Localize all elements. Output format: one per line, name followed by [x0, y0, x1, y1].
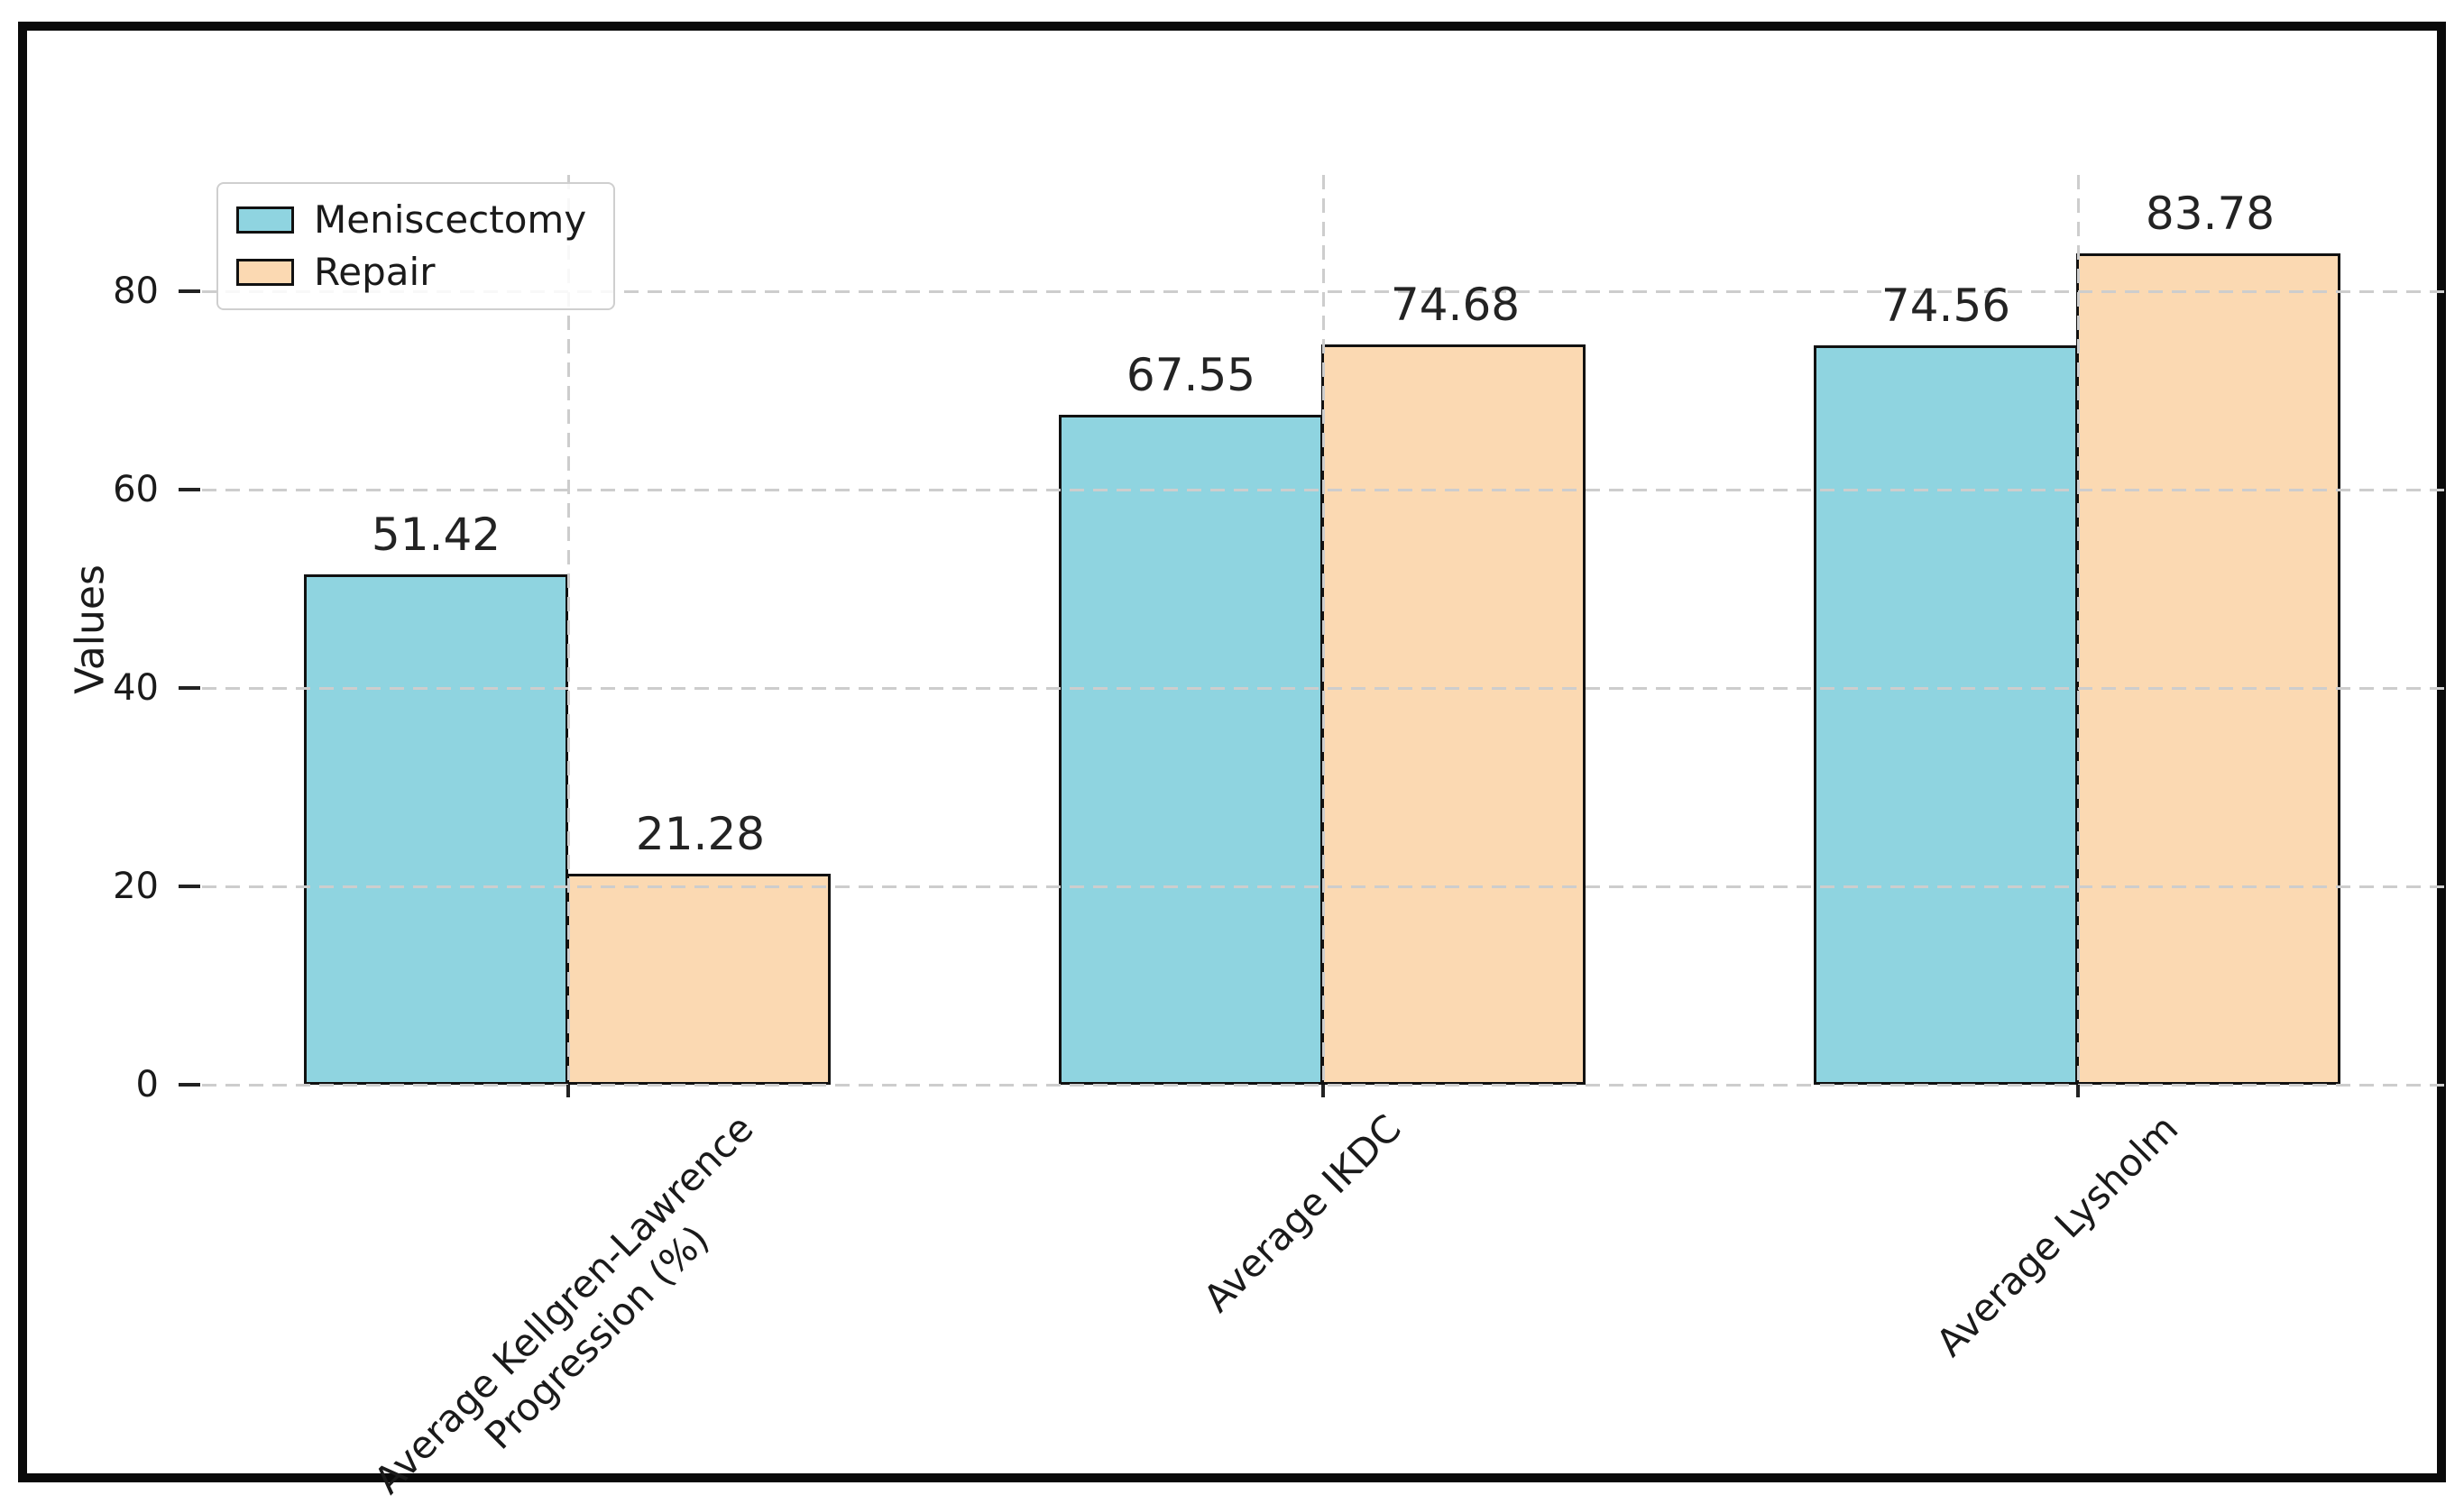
- v-gridline: [2076, 175, 2080, 1085]
- x-category-label: Average Kellgren-Lawrence Progression (%…: [365, 1105, 762, 1503]
- bar-value-label: 21.28: [635, 807, 766, 860]
- y-tick-mark: [179, 289, 200, 293]
- bar-value-label: 74.56: [1880, 279, 2011, 332]
- bar-value-label: 83.78: [2145, 188, 2276, 241]
- bar-repair: [2076, 253, 2340, 1085]
- figure-border: 0 20 40 60 80 Average Kellgren-Lawrence Progr…: [18, 22, 2446, 1502]
- v-gridline: [1321, 175, 1325, 1085]
- x-category-label: Average IKDC: [1194, 1105, 1410, 1321]
- bar-value-label: 74.68: [1390, 278, 1521, 331]
- bar-value-label: 51.42: [371, 509, 501, 562]
- y-tick-mark: [179, 686, 200, 690]
- x-tick-mark: [2076, 1085, 2080, 1097]
- y-tick-mark: [179, 885, 200, 888]
- bars-layer: [27, 31, 2437, 1473]
- legend: Meniscectomy Repair: [216, 182, 616, 310]
- bar-meniscectomy: [304, 574, 568, 1085]
- bar-meniscectomy: [1814, 344, 2078, 1085]
- y-tick-label: 80: [113, 271, 159, 312]
- y-tick-label: 20: [113, 866, 159, 907]
- x-tick-mark: [1321, 1085, 1325, 1097]
- v-gridline: [566, 175, 570, 1085]
- legend-label: Repair: [314, 250, 436, 294]
- legend-row: Repair: [236, 251, 586, 294]
- labels-layer: 0 20 40 60 80 Average Kellgren-Lawrence Progr…: [27, 31, 2437, 1502]
- y-tick-mark: [179, 1083, 200, 1087]
- legend-label: Meniscectomy: [314, 197, 587, 242]
- bar-repair: [566, 873, 831, 1085]
- y-axis-title: Values: [67, 564, 114, 694]
- x-tick-mark: [566, 1085, 570, 1097]
- bar-value-label: 67.55: [1126, 348, 1256, 401]
- y-tick-label: 40: [113, 667, 159, 709]
- bar-meniscectomy: [1059, 414, 1323, 1085]
- y-tick-label: 0: [135, 1064, 159, 1105]
- legend-swatch-meniscectomy: [236, 206, 294, 234]
- y-tick-mark: [179, 488, 200, 491]
- x-category-label: Average Lysholm: [1926, 1105, 2186, 1365]
- plot-area: 0 20 40 60 80 Average Kellgren-Lawrence Progr…: [27, 31, 2444, 1502]
- y-tick-label: 60: [113, 469, 159, 510]
- legend-swatch-repair: [236, 259, 294, 286]
- legend-row: Meniscectomy: [236, 198, 586, 242]
